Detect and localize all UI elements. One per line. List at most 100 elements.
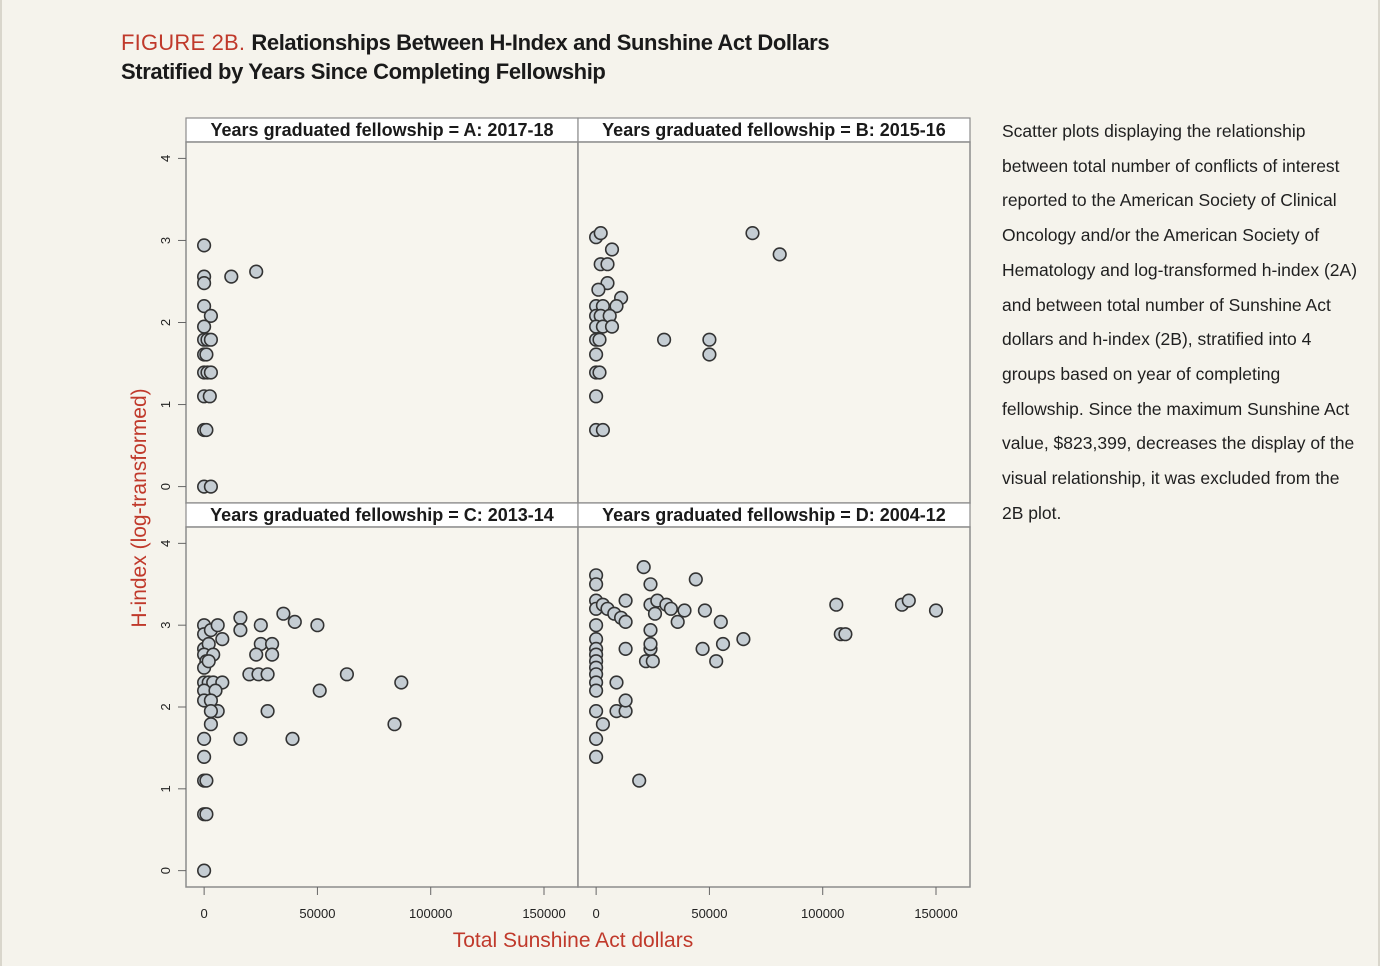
data-point: [609, 675, 624, 690]
y-axis-title: H-index (log-transformed): [128, 388, 151, 627]
data-point: [591, 282, 606, 297]
data-point: [249, 264, 264, 279]
data-point: [197, 731, 212, 747]
panel-strip-label: Years graduated fellowship = D: 2004-12: [602, 505, 946, 525]
data-point: [702, 347, 717, 362]
data-point: [670, 614, 685, 630]
data-point: [249, 647, 264, 662]
data-point: [604, 242, 620, 257]
data-point: [203, 308, 218, 324]
data-point: [736, 631, 751, 647]
y-tick-label: 1: [158, 785, 173, 792]
data-point: [588, 731, 604, 747]
data-point: [618, 593, 633, 608]
data-point: [702, 332, 717, 347]
panel-plot-area: [185, 526, 579, 888]
data-point: [210, 618, 225, 633]
data-point: [285, 731, 300, 747]
data-point: [203, 365, 218, 380]
data-point: [618, 693, 633, 708]
y-tick-label: 0: [158, 867, 173, 874]
data-point: [588, 749, 604, 765]
data-point: [772, 247, 787, 262]
y-tick-label: 1: [158, 401, 173, 408]
data-point: [647, 606, 663, 621]
frame-border-right: [1378, 0, 1380, 966]
data-point: [203, 479, 218, 494]
data-point: [199, 422, 214, 438]
data-point: [677, 603, 692, 618]
data-point: [838, 627, 853, 642]
data-point: [688, 572, 703, 587]
x-tick-label: 100000: [409, 906, 452, 921]
data-point: [197, 299, 212, 314]
data-point: [276, 606, 291, 621]
data-point: [600, 257, 615, 272]
data-point: [197, 749, 212, 765]
data-point: [233, 731, 248, 747]
data-point: [663, 601, 679, 616]
panel-strip: [185, 502, 579, 528]
data-point: [643, 622, 658, 638]
data-point: [233, 622, 248, 638]
x-tick-label: 0: [593, 906, 600, 921]
data-point: [260, 703, 275, 719]
data-point: [713, 614, 728, 630]
x-tick-label: 150000: [914, 906, 957, 921]
figure-title: Relationships Between H-Index and Sunshi…: [121, 30, 830, 84]
panel-strip-label: Years graduated fellowship = A: 2017-18: [211, 120, 554, 140]
data-point: [197, 319, 212, 334]
data-point: [203, 703, 218, 719]
data-point: [339, 667, 355, 682]
data-point: [588, 618, 604, 633]
data-point: [609, 299, 624, 314]
x-tick-label: 0: [201, 906, 208, 921]
data-point: [709, 654, 724, 669]
y-tick-label: 4: [158, 155, 173, 162]
y-tick-label: 0: [158, 483, 173, 490]
x-tick-label: 50000: [691, 906, 727, 921]
data-point: [632, 773, 647, 788]
data-point: [829, 597, 844, 612]
data-point: [901, 593, 916, 608]
data-point: [643, 636, 658, 652]
data-point: [593, 226, 608, 241]
data-point: [203, 332, 218, 347]
y-tick-label: 2: [158, 703, 173, 710]
panel-strip: [185, 117, 579, 143]
data-point: [643, 577, 658, 592]
data-point: [197, 238, 212, 253]
y-tick-label: 4: [158, 540, 173, 547]
figure-label: FIGURE 2B.: [121, 30, 246, 55]
data-point: [201, 654, 216, 669]
data-point: [588, 683, 604, 698]
x-axis-title: Total Sunshine Act dollars: [453, 929, 693, 952]
panel-strip-label: Years graduated fellowship = B: 2015-16: [602, 120, 946, 140]
data-point: [265, 647, 280, 662]
data-point: [695, 641, 710, 657]
data-point: [203, 717, 218, 732]
data-point: [618, 641, 633, 657]
panel-plot-area: [185, 141, 579, 504]
data-point: [588, 577, 604, 592]
data-point: [253, 618, 268, 633]
data-point: [224, 269, 239, 284]
panel-plot-area: [577, 526, 971, 888]
data-point: [310, 618, 325, 633]
data-point: [197, 276, 212, 291]
data-point: [199, 773, 214, 788]
data-point: [199, 347, 214, 362]
data-point: [595, 422, 611, 438]
x-tick-label: 150000: [522, 906, 565, 921]
data-point: [260, 667, 275, 682]
data-point: [697, 603, 713, 618]
data-point: [387, 717, 402, 732]
data-point: [215, 631, 230, 647]
y-tick-label: 3: [158, 237, 173, 244]
data-point: [312, 683, 327, 698]
data-point: [715, 636, 731, 652]
panel-plot-area: [577, 141, 971, 504]
data-point: [588, 389, 604, 404]
data-point: [592, 332, 607, 347]
